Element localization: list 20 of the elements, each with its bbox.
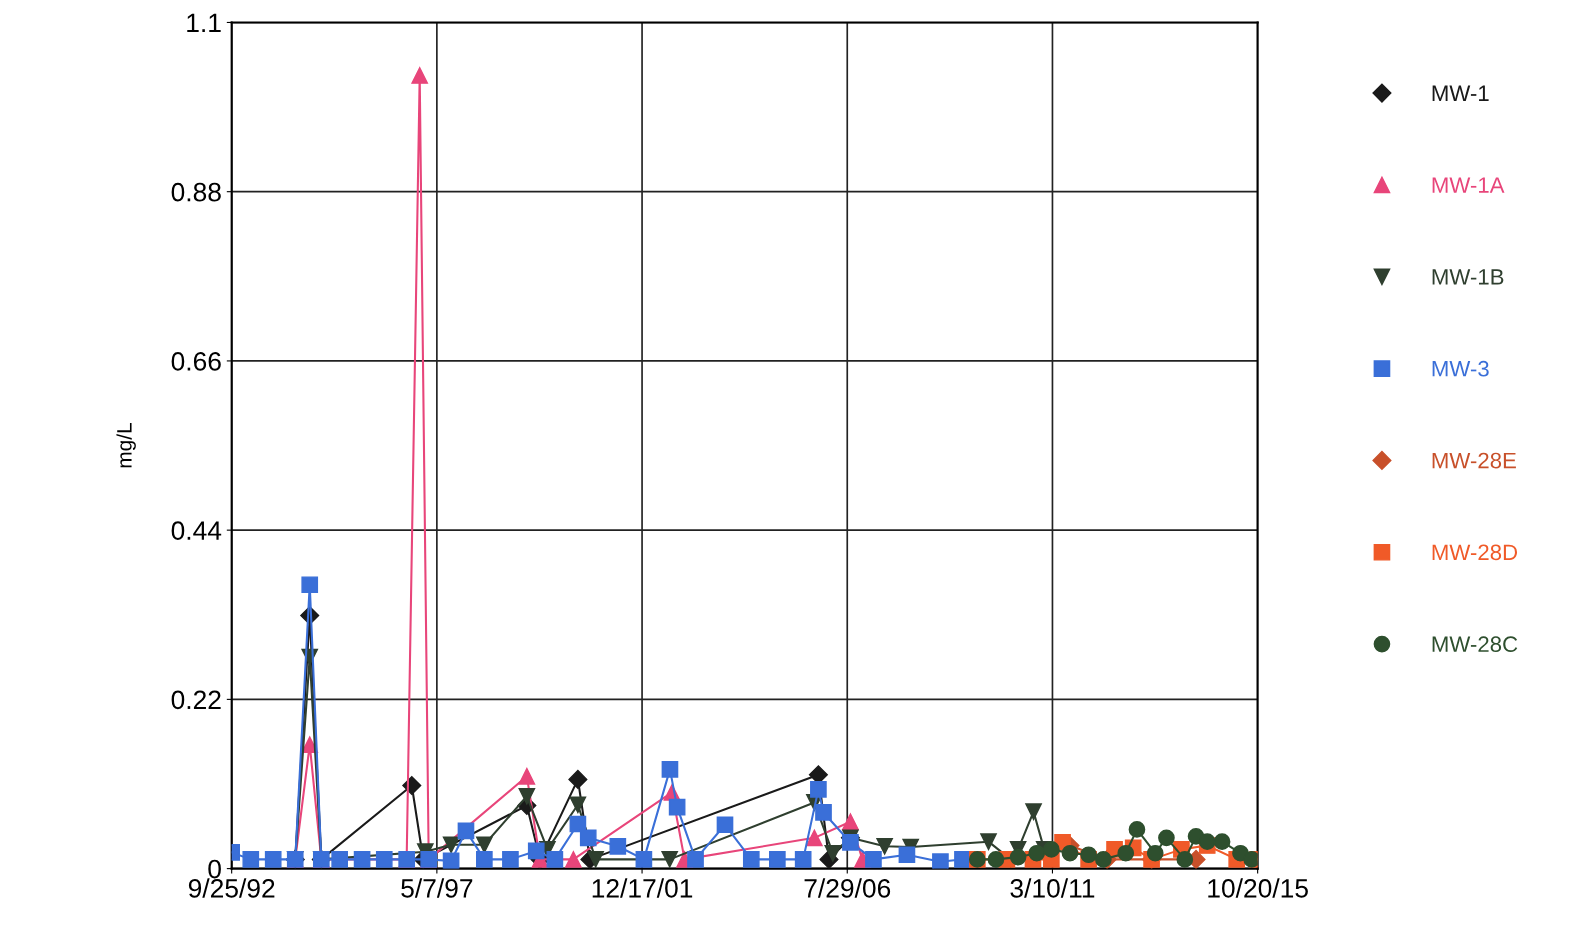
legend-label: MW-28D bbox=[1432, 544, 1518, 561]
y-tick-label: 0.22 bbox=[171, 690, 221, 710]
x-tick-label: 12/17/01 bbox=[592, 878, 693, 898]
legend-label: MW-1B bbox=[1432, 269, 1504, 285]
y-tick-label: 0 bbox=[208, 859, 221, 879]
legend-label: MW-1 bbox=[1432, 85, 1489, 101]
y-tick-label: 0.66 bbox=[171, 352, 221, 371]
x-tick-label: 10/20/15 bbox=[1208, 878, 1308, 898]
x-tick-label: 3/10/11 bbox=[1010, 878, 1095, 898]
y-tick-label: 0.44 bbox=[171, 521, 222, 540]
x-tick-label: 5/7/97 bbox=[401, 878, 473, 898]
legend-label: MW-3 bbox=[1432, 360, 1489, 377]
y-tick-label: 1.1 bbox=[187, 13, 221, 33]
legend-label: MW-28E bbox=[1432, 452, 1516, 469]
x-tick-label: 7/29/06 bbox=[804, 878, 891, 898]
x-tick-label: 9/25/92 bbox=[188, 878, 275, 898]
y-tick-label: 0.88 bbox=[171, 182, 221, 202]
y-axis-title: mg/L bbox=[116, 423, 136, 468]
legend-label: MW-1A bbox=[1432, 177, 1505, 193]
legend-label: MW-28C bbox=[1432, 636, 1518, 653]
